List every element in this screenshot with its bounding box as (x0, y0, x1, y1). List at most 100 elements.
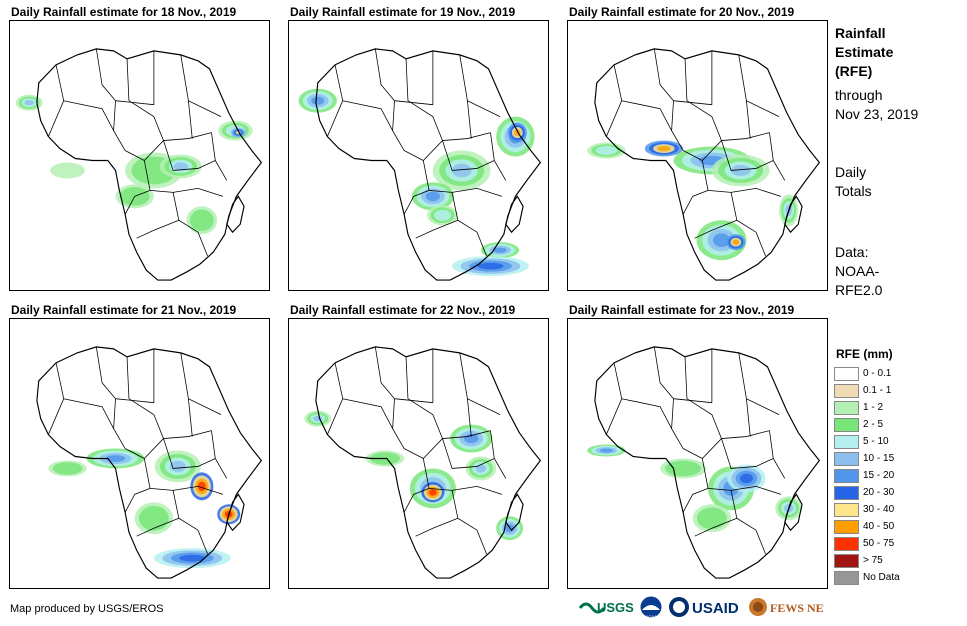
rainfall-area (730, 165, 751, 176)
rainfall-area (713, 233, 730, 247)
rainfall-area (599, 448, 613, 453)
country-border (682, 438, 722, 459)
legend-label: 15 - 20 (863, 470, 895, 481)
legend-swatch (834, 469, 859, 483)
side-data: Data: NOAA- RFE2.0 (835, 243, 882, 300)
coastline (594, 346, 821, 579)
panel-title-20: Daily Rainfall estimate for 20 Nov., 201… (569, 5, 795, 19)
country-border (686, 100, 722, 141)
country-border (63, 100, 114, 131)
panel-title-22: Daily Rainfall estimate for 22 Nov., 201… (290, 303, 516, 317)
usgs-logo-text: USGS (597, 600, 634, 615)
rainfall-area (475, 464, 487, 473)
country-border (452, 485, 503, 495)
panel-title-23: Daily Rainfall estimate for 23 Nov., 201… (569, 303, 795, 317)
fewsnet-logo-text: FEWS NET (770, 601, 824, 615)
country-border (490, 132, 507, 181)
map-panel-22 (288, 318, 549, 589)
country-border (374, 346, 433, 404)
africa-map (15, 48, 263, 281)
country-border (442, 140, 495, 171)
country-border (721, 140, 774, 171)
usaid-logo-text: USAID (692, 600, 739, 617)
panel-title-19: Daily Rainfall estimate for 19 Nov., 201… (290, 5, 516, 19)
map-panel-20 (567, 20, 828, 291)
country-border (476, 232, 487, 257)
side-title: Rainfall Estimate (RFE) (835, 24, 893, 81)
country-border (163, 132, 212, 141)
country-border (405, 356, 409, 399)
country-border (48, 362, 65, 435)
coastline (315, 48, 542, 281)
rainfall-area (739, 473, 753, 484)
credit-text: Map produced by USGS/EROS (10, 603, 164, 615)
rainfall-area (173, 162, 188, 171)
country-border (721, 438, 774, 469)
country-border (452, 187, 503, 197)
legend-swatch (834, 554, 859, 568)
country-border (451, 490, 478, 531)
country-border (403, 487, 430, 513)
usaid-logo: USAID (668, 594, 746, 625)
coastline (36, 346, 263, 579)
usgs-logo-graphic: USGS (578, 600, 634, 615)
country-border (63, 398, 114, 429)
legend-label: 5 - 10 (863, 436, 889, 447)
noaa-logo-graphic: NOAA (639, 595, 663, 619)
legend-label: No Data (863, 572, 900, 583)
country-border (684, 356, 688, 399)
country-border (211, 132, 228, 181)
country-border (126, 58, 130, 101)
coastline (784, 195, 803, 234)
legend-swatch (834, 435, 859, 449)
country-border (124, 189, 151, 215)
legend-label: 30 - 40 (863, 504, 895, 515)
country-border (442, 132, 491, 141)
legend-title: RFE (mm) (836, 347, 893, 361)
side-through-date: Nov 23, 2019 (835, 106, 919, 122)
coastline (315, 346, 542, 579)
rainfall-area (105, 455, 126, 462)
map-panel-21 (9, 318, 270, 589)
country-border (197, 232, 208, 257)
noaa-logo-text: NOAA (645, 614, 657, 619)
country-border (682, 189, 709, 215)
rainfall-area (665, 460, 702, 477)
country-border (653, 346, 712, 404)
country-border (405, 58, 409, 101)
country-border (136, 517, 179, 537)
country-border (701, 160, 732, 193)
side-through: through Nov 23, 2019 (835, 86, 918, 124)
country-border (180, 352, 222, 416)
country-border (694, 219, 737, 239)
side-title-line2: Estimate (835, 44, 894, 60)
side-data-line3: RFE2.0 (835, 282, 883, 298)
side-through-label: through (835, 87, 883, 103)
legend-swatch (834, 486, 859, 500)
legend-label: 0 - 0.1 (863, 368, 892, 379)
country-border (163, 430, 212, 439)
side-daily-line1: Daily (835, 164, 867, 180)
rainfall-area (493, 247, 507, 253)
country-border (211, 430, 228, 479)
africa-map (36, 346, 263, 579)
country-border (730, 490, 757, 531)
legend-label: 1 - 2 (863, 402, 884, 413)
country-border (327, 362, 344, 435)
country-border (124, 487, 151, 513)
country-border (136, 219, 179, 239)
rainfall-area (138, 505, 169, 531)
legend-label: 20 - 30 (863, 487, 895, 498)
country-border (442, 430, 491, 439)
country-border (459, 54, 501, 118)
rainfall-area (477, 262, 504, 270)
rainfall-area (433, 209, 452, 221)
legend-swatch (834, 503, 859, 517)
country-border (173, 187, 224, 197)
country-border (163, 438, 216, 469)
country-border (407, 398, 443, 439)
rainfall-area (52, 462, 83, 475)
side-data-line1: Data: (835, 244, 869, 260)
country-border (738, 352, 780, 416)
legend-swatch (834, 452, 859, 466)
